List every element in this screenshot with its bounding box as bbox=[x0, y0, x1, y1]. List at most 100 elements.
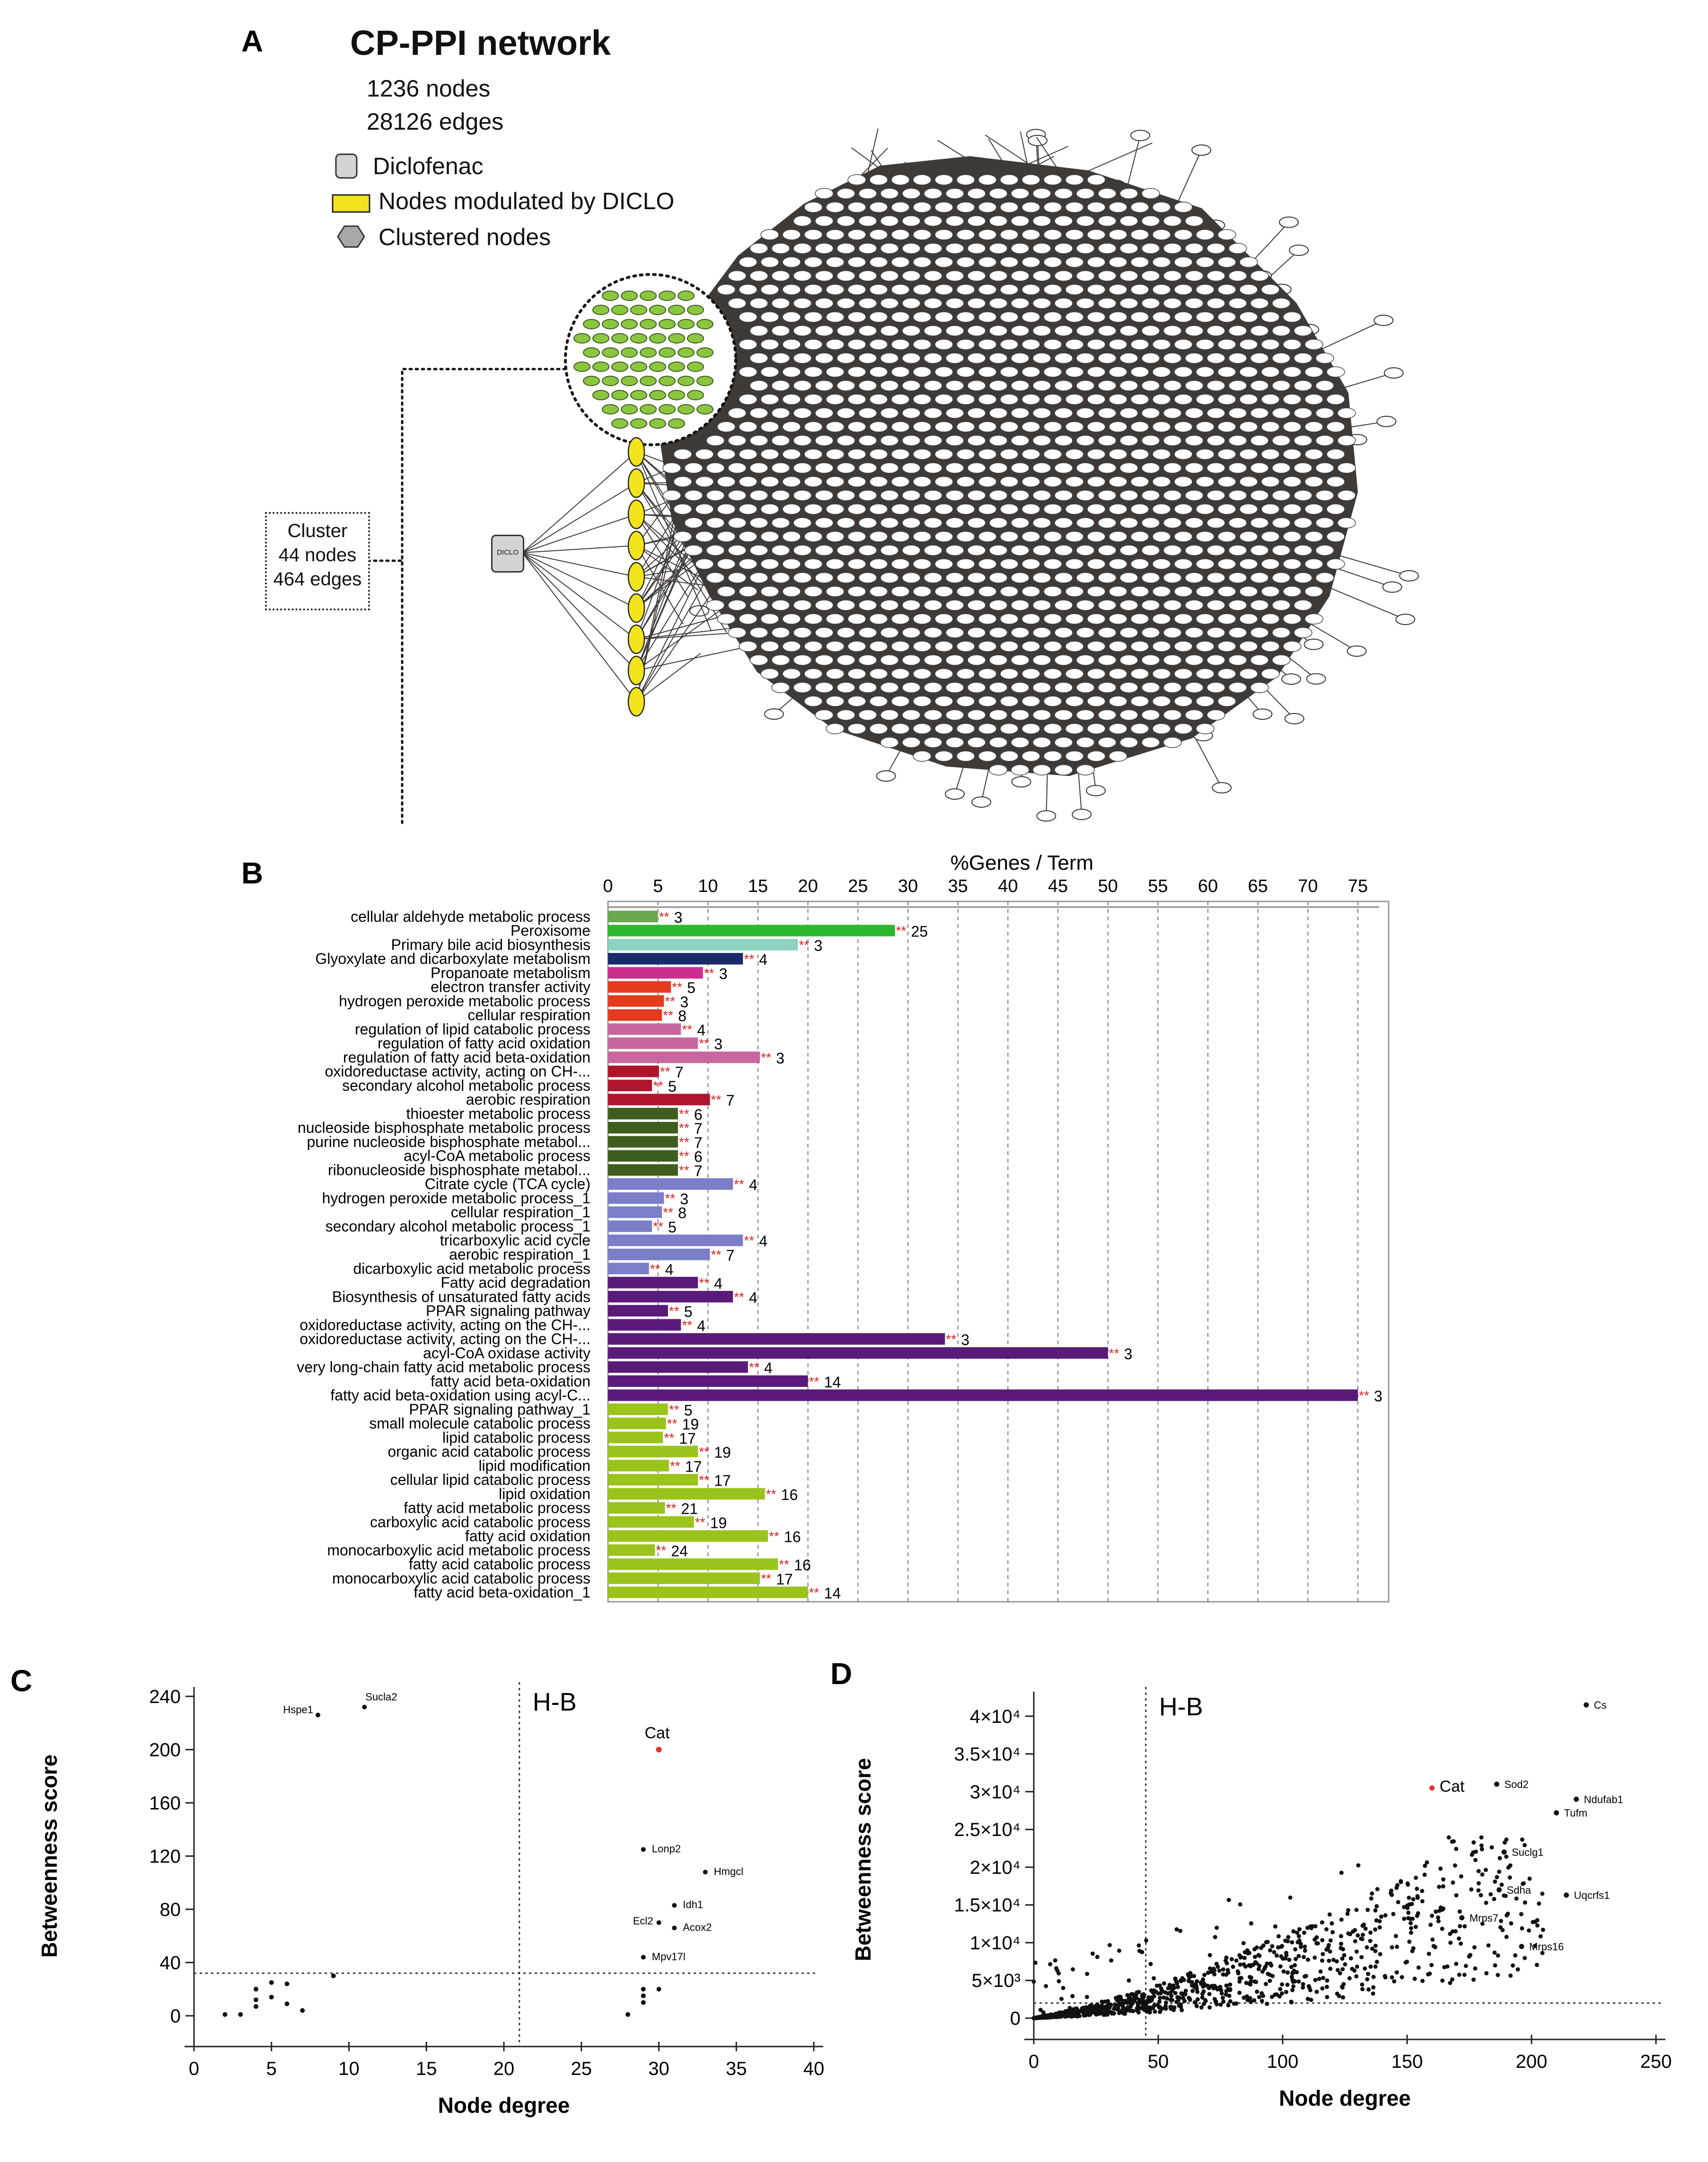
cluster-node bbox=[687, 305, 704, 315]
network-node bbox=[771, 270, 790, 282]
network-node bbox=[945, 600, 964, 611]
network-node bbox=[1076, 353, 1095, 364]
network-node bbox=[891, 284, 910, 295]
network-node bbox=[891, 421, 910, 432]
network-node bbox=[934, 750, 953, 762]
network-node bbox=[739, 641, 757, 652]
outer-node bbox=[1281, 673, 1302, 685]
network-node bbox=[1054, 517, 1073, 529]
network-node bbox=[945, 380, 964, 391]
network-node bbox=[1032, 737, 1051, 748]
network-node bbox=[1228, 298, 1247, 309]
network-node bbox=[1087, 229, 1106, 240]
network-node bbox=[978, 202, 997, 213]
data-point bbox=[1423, 1863, 1427, 1868]
hexagon-swatch-icon bbox=[337, 225, 365, 248]
network-node bbox=[847, 613, 866, 625]
data-point bbox=[1190, 1988, 1195, 1993]
data-point bbox=[1217, 1968, 1222, 1973]
data-point bbox=[1268, 1948, 1273, 1953]
network-node bbox=[739, 311, 757, 323]
network-node bbox=[1043, 558, 1062, 570]
network-node bbox=[1032, 215, 1051, 227]
data-point bbox=[1032, 2016, 1037, 2021]
network-node bbox=[1185, 709, 1204, 721]
data-point bbox=[1393, 1933, 1398, 1938]
network-node bbox=[1283, 311, 1302, 323]
network-node bbox=[1217, 476, 1236, 487]
data-point bbox=[1446, 1835, 1451, 1840]
network-node bbox=[1228, 243, 1247, 254]
network-node bbox=[1141, 407, 1160, 419]
data-point bbox=[1136, 2006, 1141, 2011]
network-node bbox=[1185, 325, 1204, 336]
network-node bbox=[804, 531, 823, 542]
network-node bbox=[1272, 627, 1291, 638]
network-node bbox=[728, 435, 747, 446]
network-node bbox=[1206, 572, 1225, 583]
network-node bbox=[739, 476, 757, 487]
network-node bbox=[1141, 435, 1160, 446]
network-node bbox=[1076, 737, 1095, 748]
network-node bbox=[902, 407, 921, 419]
network-node bbox=[858, 682, 877, 693]
network-node bbox=[1087, 421, 1106, 432]
data-point bbox=[1192, 1974, 1197, 1978]
data-point bbox=[1454, 1893, 1459, 1897]
network-node bbox=[662, 462, 681, 474]
network-node bbox=[1054, 682, 1073, 693]
network-node bbox=[924, 325, 942, 336]
network-node bbox=[739, 503, 757, 515]
outer-node bbox=[1289, 244, 1309, 256]
data-point bbox=[1314, 1989, 1319, 1994]
network-node bbox=[1163, 709, 1182, 721]
network-node bbox=[924, 600, 942, 611]
network-node bbox=[749, 298, 768, 309]
network-node bbox=[869, 394, 888, 405]
data-point bbox=[1265, 1940, 1270, 1944]
network-node bbox=[1076, 325, 1095, 336]
data-point bbox=[1192, 1985, 1197, 1989]
data-point bbox=[1158, 1991, 1163, 1995]
data-point bbox=[1365, 1907, 1370, 1912]
network-node bbox=[1065, 503, 1084, 515]
data-point bbox=[1457, 1936, 1461, 1941]
network-node bbox=[1109, 696, 1127, 707]
network-node bbox=[1000, 531, 1019, 542]
network-node bbox=[1065, 339, 1084, 350]
network-node bbox=[989, 545, 1008, 556]
network-node bbox=[782, 449, 801, 460]
network-node bbox=[1315, 462, 1334, 474]
network-node bbox=[804, 229, 823, 240]
data-point bbox=[1411, 1897, 1416, 1902]
network-node bbox=[1141, 517, 1160, 529]
network-node bbox=[858, 490, 877, 501]
network-node bbox=[945, 215, 964, 227]
data-point bbox=[1291, 1984, 1296, 1989]
data-point bbox=[1259, 1991, 1264, 1995]
network-node bbox=[1163, 627, 1182, 638]
data-point bbox=[1335, 1968, 1340, 1972]
network-node bbox=[891, 723, 910, 734]
edge bbox=[636, 594, 742, 671]
network-node bbox=[1174, 668, 1193, 679]
network-node bbox=[1217, 311, 1236, 323]
data-point bbox=[1188, 1971, 1193, 1976]
network-node bbox=[1337, 407, 1356, 419]
network-node bbox=[1054, 627, 1073, 638]
network-node bbox=[1065, 613, 1084, 625]
network-node bbox=[902, 572, 921, 583]
network-node bbox=[1239, 531, 1258, 542]
network-node bbox=[1021, 366, 1040, 378]
network-title: CP-PPI network bbox=[350, 23, 611, 62]
data-point bbox=[1531, 1920, 1535, 1924]
network-node bbox=[1000, 503, 1019, 515]
y-tick-label: 3.5×10⁴ bbox=[954, 1744, 1021, 1765]
network-node bbox=[1087, 202, 1106, 213]
network-node bbox=[934, 531, 953, 542]
data-point bbox=[1127, 1978, 1131, 1983]
data-point bbox=[1095, 2009, 1100, 2013]
network-node bbox=[1098, 737, 1117, 748]
network-node bbox=[1054, 435, 1073, 446]
data-point bbox=[1175, 1995, 1180, 2000]
